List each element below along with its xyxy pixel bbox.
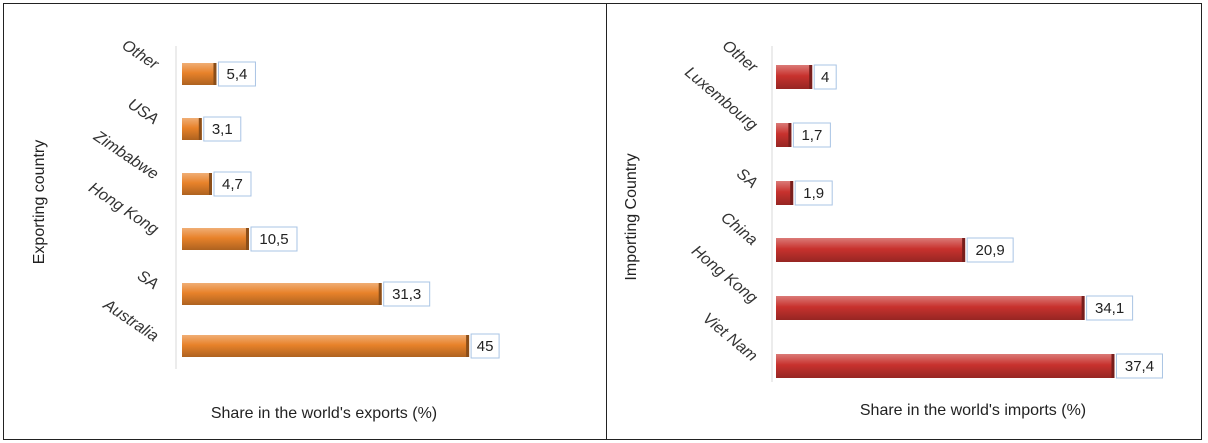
exports-panel: Exporting country Share in the world's e… [4, 4, 607, 439]
imports-category-label: Hong Kong [688, 243, 760, 308]
exports-bar [182, 283, 382, 305]
exports-bar [182, 335, 469, 357]
imports-bar [776, 65, 812, 89]
exports-category-label: USA [124, 96, 161, 128]
exports-bar-end [466, 335, 469, 357]
imports-data-label: 37,4 [1125, 358, 1154, 375]
imports-data-label: 1,7 [801, 127, 822, 144]
imports-category-label: Viet Nam [699, 310, 760, 365]
imports-panel: Importing Country Share in the world's i… [607, 4, 1201, 439]
imports-bar-end [790, 181, 793, 205]
exports-category-label: SA [134, 267, 161, 293]
imports-bar-end [962, 238, 965, 262]
exports-data-label: 31,3 [392, 286, 421, 303]
exports-category-label: Australia [99, 296, 161, 346]
imports-bar [776, 238, 965, 262]
imports-bar [776, 296, 1085, 320]
exports-bar-end [246, 228, 249, 250]
imports-category-label: China [717, 209, 760, 249]
exports-data-label: 3,1 [212, 121, 233, 138]
imports-data-label: 4 [821, 69, 829, 86]
exports-x-axis-label: Share in the world's exports (%) [211, 405, 437, 422]
exports-data-label: 10,5 [259, 231, 288, 248]
exports-bar [182, 63, 216, 85]
imports-x-axis-label: Share in the world's imports (%) [860, 402, 1086, 419]
exports-bar-end [213, 63, 216, 85]
exports-bar [182, 228, 249, 250]
imports-category-label: Other [719, 37, 761, 76]
exports-data-label: 4,7 [222, 176, 243, 193]
imports-bar-end [1111, 354, 1114, 378]
imports-y-axis-label: Importing Country [623, 153, 640, 280]
exports-data-label: 5,4 [227, 66, 248, 83]
imports-chart: Importing Country Share in the world's i… [607, 4, 1201, 439]
imports-data-label: 34,1 [1095, 300, 1124, 317]
exports-category-label: Hong Kong [85, 179, 161, 238]
imports-bar-end [809, 65, 812, 89]
imports-bar-end [1082, 296, 1085, 320]
figure-frame: Exporting country Share in the world's e… [3, 3, 1202, 440]
exports-bars: 45 Australia 31,3 SA 10,5 Hong Kong 4,7 Zimbabw… [85, 37, 499, 358]
imports-bars: 37,4 Viet Nam 34,1 Hong Kong 20,9 China 1,9 SA 1… [681, 37, 1162, 378]
exports-bar-end [379, 283, 382, 305]
imports-bar [776, 354, 1114, 378]
imports-bar-end [788, 123, 791, 147]
imports-data-label: 1,9 [803, 185, 824, 202]
exports-bar-end [209, 173, 212, 195]
exports-category-label: Zimbabwe [90, 127, 162, 183]
exports-bar [182, 173, 212, 195]
exports-bar-end [199, 118, 202, 140]
exports-category-label: Other [119, 37, 162, 74]
imports-category-label: SA [733, 165, 760, 192]
exports-data-label: 45 [477, 338, 494, 355]
exports-y-axis-label: Exporting country [31, 140, 48, 265]
imports-data-label: 20,9 [976, 242, 1005, 259]
exports-chart: Exporting country Share in the world's e… [4, 4, 607, 439]
